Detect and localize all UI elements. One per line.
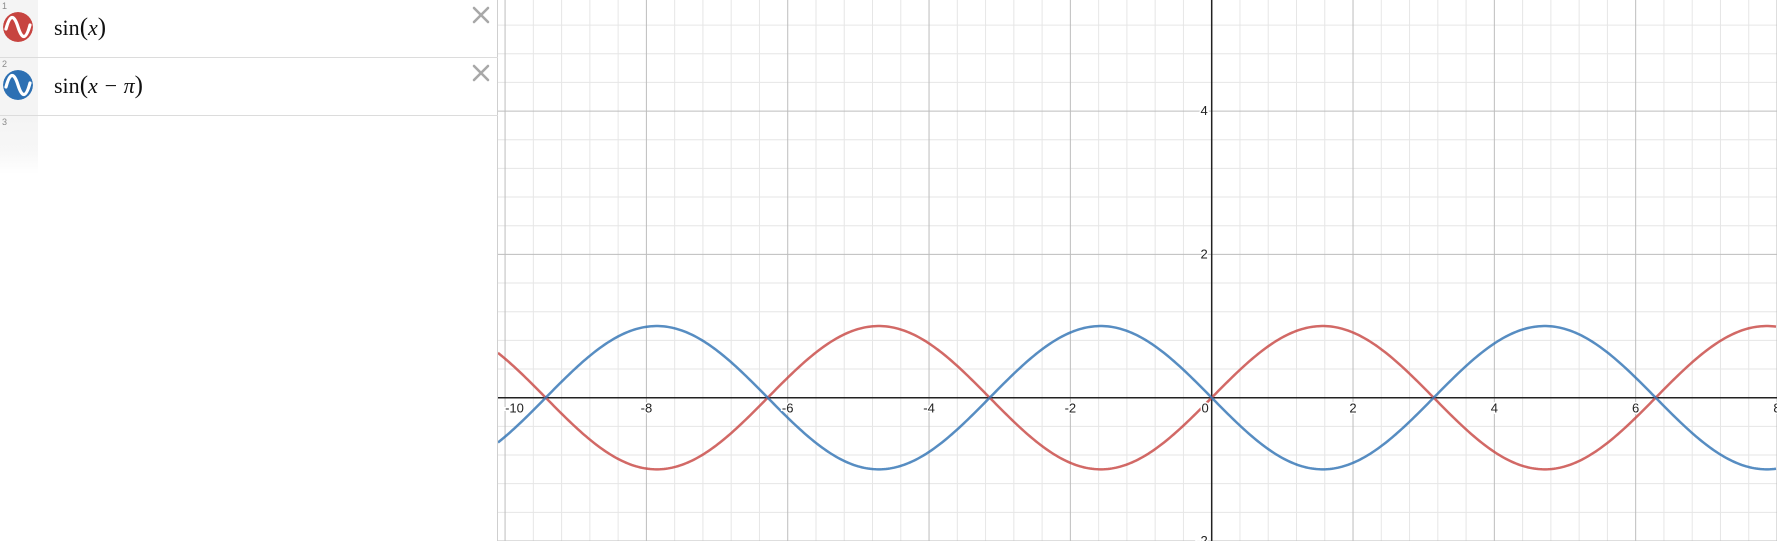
x-tick-label: -8 (641, 401, 653, 416)
series-line-sin-x (498, 324, 1777, 471)
expression-number: 1 (2, 1, 8, 11)
open-paren: ( (79, 14, 89, 41)
x-tick-label: 6 (1632, 401, 1639, 416)
x-tick-label: 0 (1201, 401, 1208, 416)
expression-item-empty[interactable]: 3 (0, 116, 498, 174)
expression-item-1[interactable]: 1 sin(x) (0, 0, 498, 58)
sine-wave-icon[interactable] (3, 12, 33, 42)
expression-number: 2 (2, 59, 8, 69)
expression-number: 3 (2, 117, 8, 127)
expression-gutter: 1 (0, 0, 38, 57)
expression-math[interactable]: sin(x − π) (54, 72, 143, 100)
series-line-sin-x-minus-pi (498, 324, 1777, 471)
open-paren: ( (79, 72, 89, 99)
close-paren: ) (134, 72, 143, 99)
x-tick-label: -10 (505, 401, 524, 416)
y-tick-label: 2 (1200, 246, 1207, 261)
graph-canvas[interactable]: -10 -8 -6 -4 -2 0 2 4 6 8 4 2 -2 (498, 0, 1777, 541)
delete-expression-icon[interactable] (470, 4, 492, 26)
x-tick-label: -6 (782, 401, 794, 416)
expression-argument: x − π (88, 73, 135, 98)
expression-list: 1 sin(x) 2 sin(x − π) 3 (0, 0, 498, 541)
y-tick-label: 4 (1200, 103, 1207, 118)
function-name: sin (54, 73, 80, 98)
graph-svg[interactable]: -10 -8 -6 -4 -2 0 2 4 6 8 4 2 -2 (498, 0, 1777, 541)
x-tick-label: 8 (1773, 401, 1777, 416)
expression-argument: x (88, 15, 98, 40)
expression-gutter: 3 (0, 116, 38, 174)
x-tick-label: -2 (1065, 401, 1077, 416)
x-tick-label: 2 (1349, 401, 1356, 416)
x-tick-label: -4 (923, 401, 935, 416)
function-name: sin (54, 15, 80, 40)
expression-gutter: 2 (0, 58, 38, 115)
y-tick-label: -2 (1196, 533, 1208, 541)
expression-math[interactable]: sin(x) (54, 14, 106, 42)
expression-item-2[interactable]: 2 sin(x − π) (0, 58, 498, 116)
close-paren: ) (97, 14, 107, 41)
delete-expression-icon[interactable] (470, 62, 492, 84)
sine-wave-icon[interactable] (3, 70, 33, 100)
x-tick-label: 4 (1491, 401, 1498, 416)
